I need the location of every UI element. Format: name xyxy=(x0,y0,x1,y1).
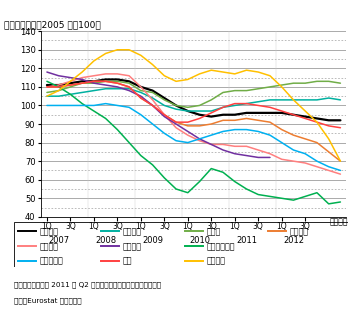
Text: フランス: フランス xyxy=(123,227,142,236)
Text: 2010: 2010 xyxy=(189,236,210,245)
Text: （年月）: （年月） xyxy=(330,217,348,227)
Text: アイルランド: アイルランド xyxy=(206,242,235,251)
Text: 2011: 2011 xyxy=(236,236,257,245)
Text: 2012: 2012 xyxy=(283,236,304,245)
Text: 2007: 2007 xyxy=(48,236,69,245)
Text: 2009: 2009 xyxy=(142,236,163,245)
Text: （季調済指数、2005 年＝100）: （季調済指数、2005 年＝100） xyxy=(4,21,100,30)
Text: キプロス: キプロス xyxy=(206,257,225,266)
Text: 備考：ギリシャは 2011 年 Q2 以降、季節調整後の数値が未公表。: 備考：ギリシャは 2011 年 Q2 以降、季節調整後の数値が未公表。 xyxy=(14,282,161,288)
Text: 2008: 2008 xyxy=(95,236,116,245)
Text: ユーロ圈: ユーロ圈 xyxy=(39,227,58,236)
Text: 英国: 英国 xyxy=(123,257,132,266)
Text: イタリア: イタリア xyxy=(290,227,309,236)
Text: 資料：Eurostat から作成。: 資料：Eurostat から作成。 xyxy=(14,297,82,304)
Text: ドイツ: ドイツ xyxy=(206,227,221,236)
Text: ポルトガル: ポルトガル xyxy=(39,257,63,266)
Text: スペイン: スペイン xyxy=(39,242,58,251)
Text: ギリシャ: ギリシャ xyxy=(123,242,142,251)
